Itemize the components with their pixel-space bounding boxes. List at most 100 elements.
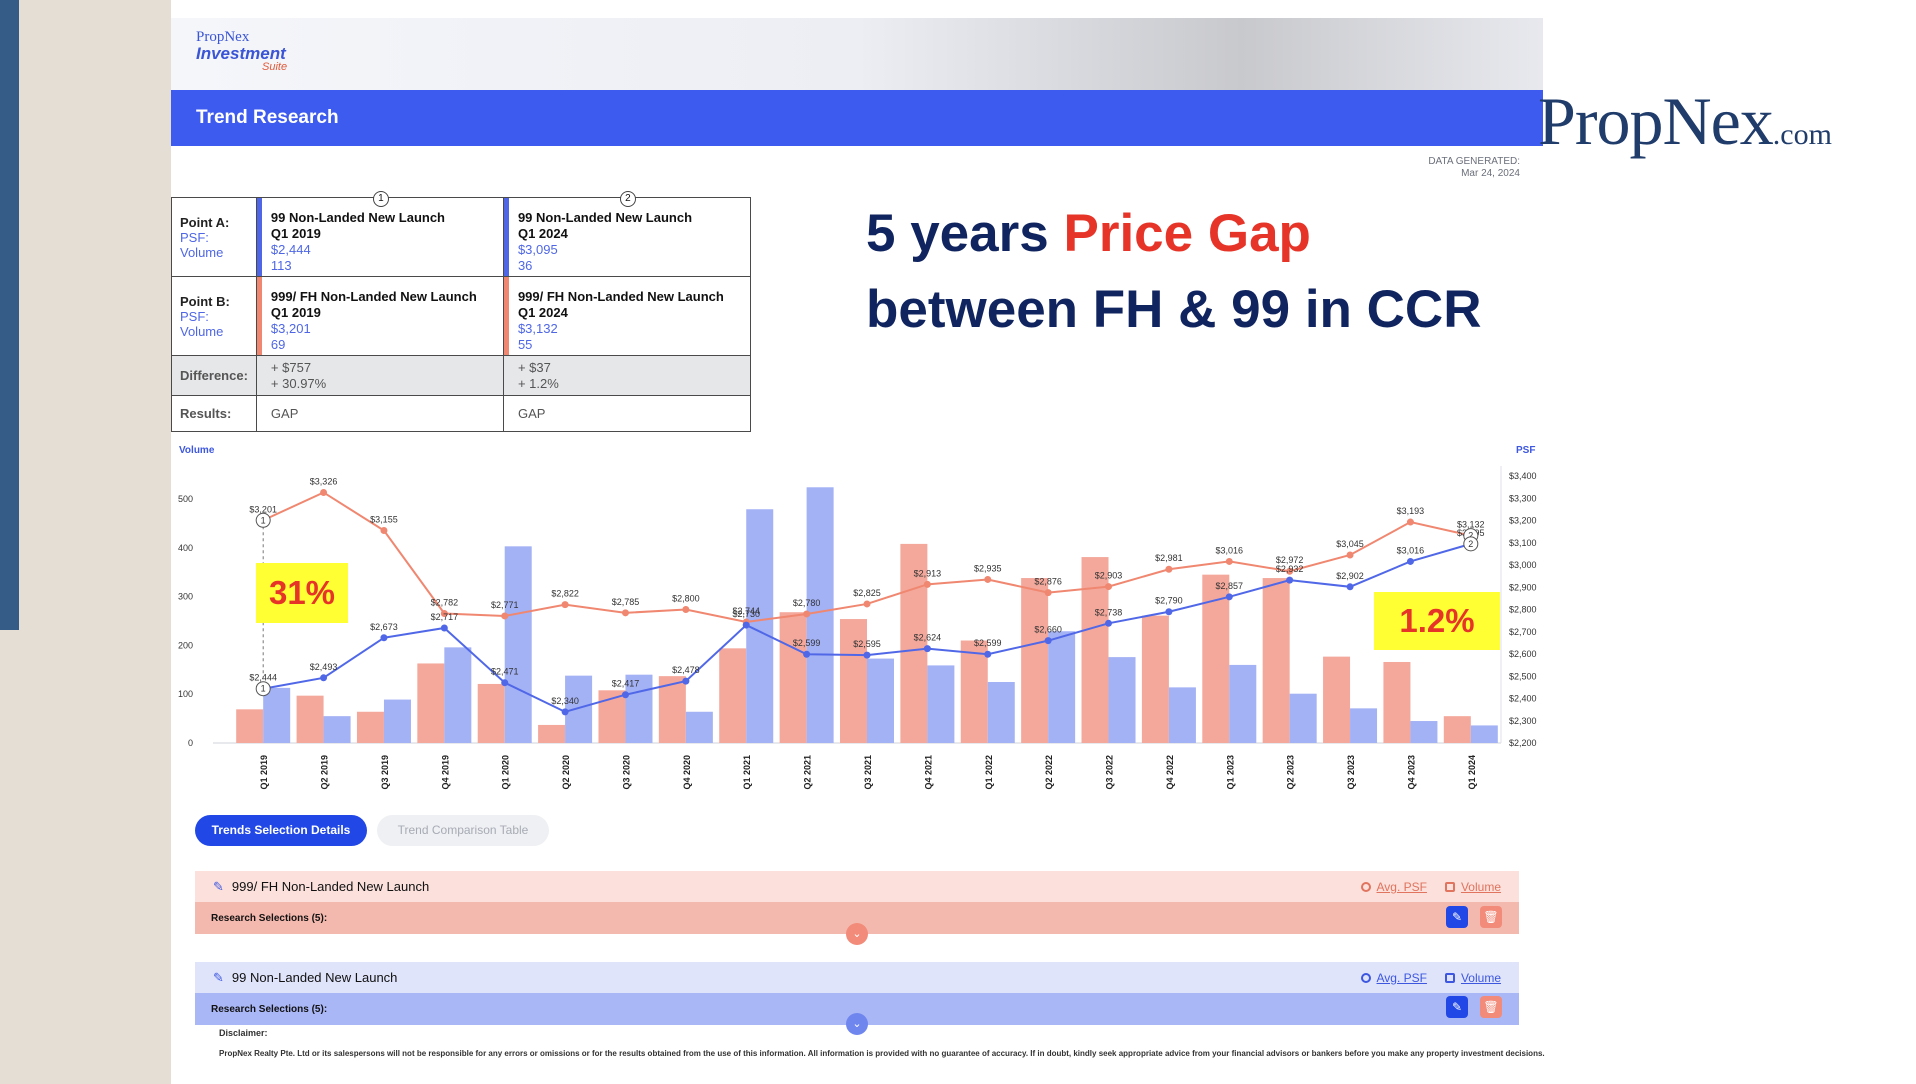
bar-99-volume <box>565 675 593 743</box>
panel-99-header[interactable]: ✎ 99 Non-Landed New Launch Avg. PSF Volu… <box>195 962 1519 993</box>
x-tick-label: Q1 2022 <box>984 755 994 790</box>
avg-psf-toggle-99[interactable]: Avg. PSF <box>1360 971 1427 985</box>
right-tick-label: $2,600 <box>1509 649 1537 659</box>
headline-line2: between FH & 99 in CCR <box>866 280 1482 339</box>
point-fh-psf <box>863 600 871 608</box>
x-tick-label: Q4 2022 <box>1165 755 1175 790</box>
x-tick-label: Q1 2024 <box>1467 755 1477 790</box>
marker-1-icon: 1 <box>372 191 389 207</box>
data-label: $3,045 <box>1336 539 1364 549</box>
right-tick-label: $3,200 <box>1509 516 1537 526</box>
point-fh-psf <box>320 488 328 496</box>
data-label: $3,016 <box>1397 545 1425 555</box>
bar-fh-volume <box>779 612 807 743</box>
data-label: $2,717 <box>431 612 459 622</box>
bar-99-volume <box>1289 693 1317 743</box>
bar-fh-volume <box>236 709 264 743</box>
point-fh-psf <box>923 580 931 588</box>
delete-button-fh[interactable]: 🗑 <box>1480 906 1502 928</box>
bar-fh-volume <box>1443 716 1471 743</box>
right-tick-label: $2,700 <box>1509 627 1537 637</box>
point-fh-psf <box>803 610 811 618</box>
marker-2-icon: 2 <box>619 191 636 207</box>
chevron-down-icon[interactable]: ⌄ <box>846 923 868 945</box>
pencil-icon[interactable]: ✎ <box>213 878 224 894</box>
marker-2-label: 2 <box>1468 539 1473 549</box>
chevron-down-icon[interactable]: ⌄ <box>846 1013 868 1035</box>
data-label: $2,825 <box>853 588 881 598</box>
left-tick-label: 0 <box>188 738 193 748</box>
edit-button-fh[interactable]: ✎ <box>1446 906 1468 928</box>
volume-toggle-99[interactable]: Volume <box>1444 971 1501 985</box>
point-a-q1-2024: 2 99 Non-Landed New Launch Q1 2024 $3,09… <box>502 191 752 277</box>
headline-part1: 5 years <box>866 204 1064 263</box>
gap-badge-2024: 1.2% <box>1374 592 1500 650</box>
bar-99-volume <box>263 687 291 743</box>
bar-fh-volume <box>1262 578 1290 743</box>
bar-99-volume <box>927 665 955 743</box>
point-99-psf <box>1346 583 1354 591</box>
bar-fh-volume <box>719 648 747 743</box>
x-tick-label: Q2 2020 <box>561 755 571 790</box>
point-fh-psf <box>380 527 388 535</box>
data-label: $3,193 <box>1397 506 1425 516</box>
point-99-psf <box>561 708 569 716</box>
data-label: $2,771 <box>491 600 519 610</box>
gap-badge-2019: 31% <box>256 563 348 623</box>
x-tick-label: Q3 2021 <box>863 755 873 790</box>
left-tick-label: 400 <box>178 543 193 553</box>
point-99-psf <box>380 634 388 642</box>
tab-trends-selection-details[interactable]: Trends Selection Details <box>195 815 367 846</box>
edit-button-99[interactable]: ✎ <box>1446 996 1468 1018</box>
marker-1-label: 1 <box>261 515 266 525</box>
data-label: $2,785 <box>612 597 640 607</box>
avg-psf-toggle-fh[interactable]: Avg. PSF <box>1360 880 1427 894</box>
bar-99-volume <box>746 509 774 743</box>
left-tick-label: 300 <box>178 592 193 602</box>
left-axis-label: Volume <box>179 445 215 456</box>
x-tick-label: Q4 2020 <box>682 755 692 790</box>
results-label: Results: <box>171 395 257 432</box>
right-tick-label: $2,400 <box>1509 694 1537 704</box>
bar-fh-volume <box>840 619 867 743</box>
data-label: $2,932 <box>1276 564 1304 574</box>
suite-banner <box>171 18 1543 90</box>
marker-1-icon <box>255 512 271 528</box>
point-99-psf <box>923 645 931 653</box>
bar-fh-volume <box>1141 615 1169 743</box>
right-tick-label: $3,000 <box>1509 560 1537 570</box>
volume-toggle-fh[interactable]: Volume <box>1444 880 1501 894</box>
data-generated-date: Mar 24, 2024 <box>1461 168 1520 179</box>
headline: 5 years Price Gap between FH & 99 in CCR <box>866 196 1626 348</box>
pencil-icon[interactable]: ✎ <box>213 969 224 985</box>
x-tick-label: Q3 2019 <box>380 755 390 790</box>
delete-button-99[interactable]: 🗑 <box>1480 996 1502 1018</box>
panel-fh-header[interactable]: ✎ 999/ FH Non-Landed New Launch Avg. PSF… <box>195 871 1519 902</box>
point-fh-psf <box>1044 589 1052 597</box>
point-99-psf <box>1225 593 1233 601</box>
point-fh-psf <box>1225 557 1233 565</box>
x-tick-label: Q1 2019 <box>259 755 269 790</box>
x-tick-label: Q2 2022 <box>1044 755 1054 790</box>
point-fh-psf <box>1165 565 1173 573</box>
result-2: GAP <box>502 395 752 432</box>
point-99-psf <box>863 651 871 659</box>
point-a-label: Point A: PSF: Volume <box>171 197 257 277</box>
x-tick-label: Q1 2020 <box>501 755 511 790</box>
point-99-psf <box>501 679 509 687</box>
suite-logo-line2: Investment <box>196 44 286 63</box>
point-fh-psf <box>501 612 509 620</box>
panel-99-title: 99 Non-Landed New Launch <box>231 970 398 985</box>
x-tick-label: Q4 2021 <box>923 755 933 790</box>
bar-99-volume <box>323 716 351 743</box>
headline-part2: Price Gap <box>1063 204 1311 263</box>
right-tick-label: $3,100 <box>1509 538 1537 548</box>
x-tick-label: Q3 2022 <box>1105 755 1115 790</box>
tab-trend-comparison-table[interactable]: Trend Comparison Table <box>377 815 549 846</box>
brand-name: PropNex <box>1538 83 1774 159</box>
marker-1-icon <box>255 681 271 697</box>
data-label: $2,471 <box>491 667 519 677</box>
data-label: $2,780 <box>793 598 821 608</box>
bar-99-volume <box>1350 708 1378 743</box>
right-tick-label: $2,900 <box>1509 582 1537 592</box>
